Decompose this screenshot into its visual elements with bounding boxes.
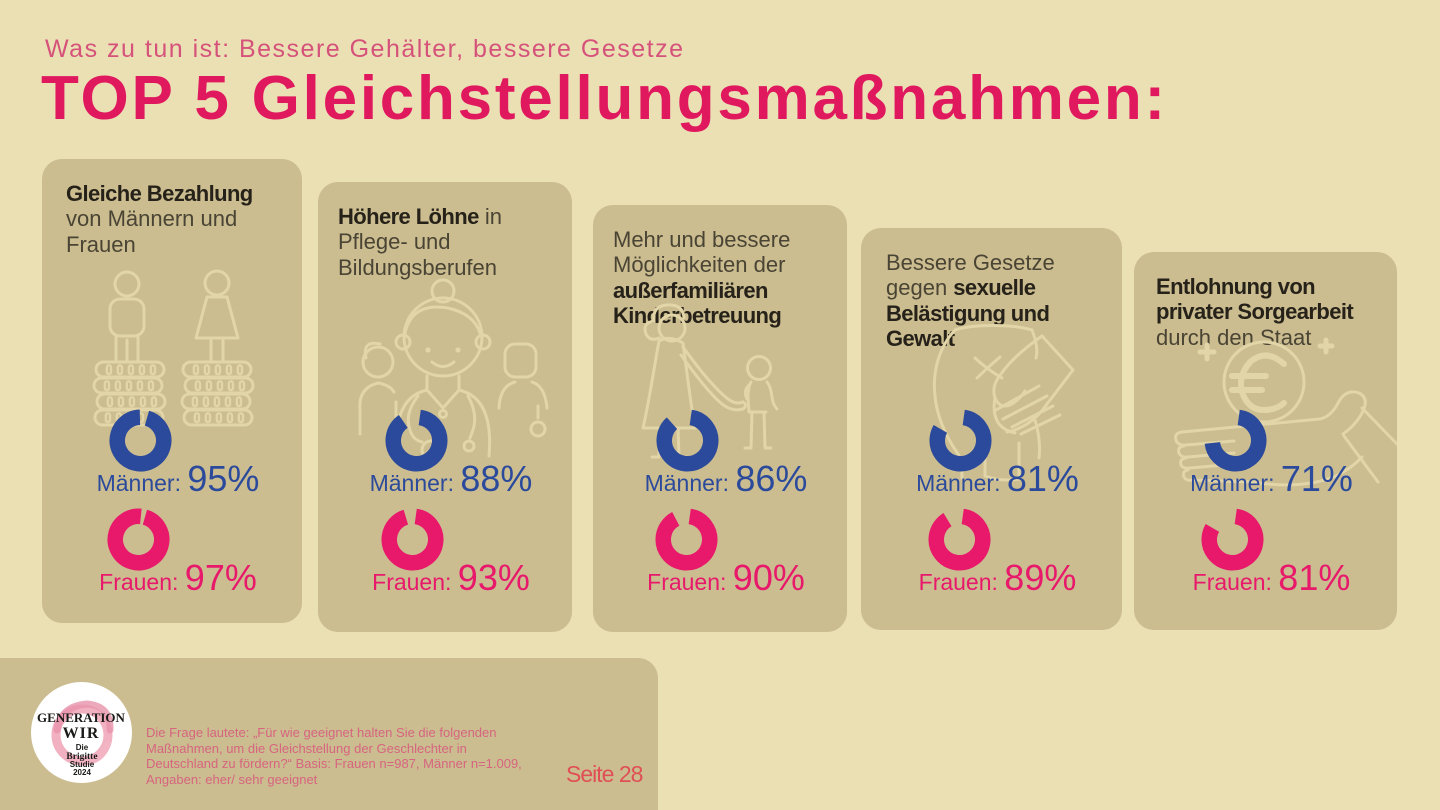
svg-text:Die: Die — [76, 743, 89, 752]
svg-text:Brigitte: Brigitte — [66, 752, 97, 762]
svg-text:GENERATION: GENERATION — [37, 710, 125, 725]
svg-text:WIR: WIR — [63, 725, 100, 742]
svg-text:Studie: Studie — [70, 760, 95, 769]
svg-text:2024: 2024 — [73, 768, 91, 777]
